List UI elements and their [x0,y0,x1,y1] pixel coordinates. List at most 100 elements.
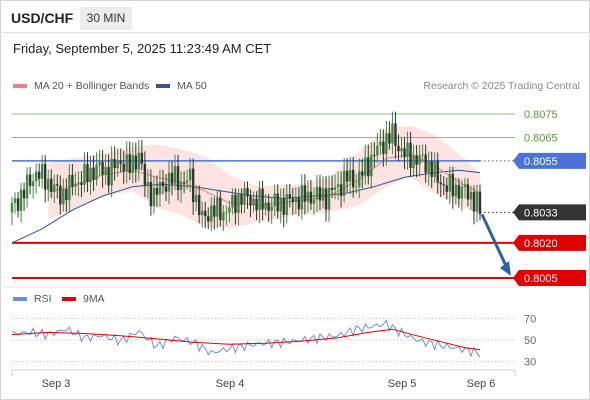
candle-body [478,191,482,214]
x-tick-sep-5: Sep 5 [388,378,417,390]
candle-body [279,198,282,212]
candle-body [291,198,294,203]
legend-ma20: MA 20 + Bollinger Bands [13,80,149,92]
candle-body [382,141,385,154]
candle-body [50,178,53,193]
candle-body [53,184,56,193]
candle-body [252,198,255,206]
candle-body [427,161,430,173]
candle-body [77,182,80,184]
timestamp: Friday, September 5, 2025 11:23:49 AM CE… [13,41,272,56]
candle-body [128,154,131,174]
candle-body [448,174,452,192]
legend-rsi-ma: 9MA [62,293,105,305]
candle-body [137,152,141,170]
candle-body [158,181,162,195]
price-tag-bg [513,269,586,286]
candle-body [388,133,391,144]
candle-body [255,198,258,211]
candle-body [472,191,476,212]
timeframe-button[interactable]: 30 MIN [80,7,132,30]
price-tag-text: 0.8020 [524,238,558,250]
candle-body [351,169,355,188]
ma20-swatch [13,84,27,88]
candle-body [10,203,14,213]
candle-body [321,188,325,201]
candle-body [418,155,421,165]
price-tag-0-8020: 0.8020 [513,234,586,251]
bollinger-band [48,125,480,229]
price-tag-text: 0.8033 [524,207,558,219]
candle-body [460,186,464,199]
candle-body [445,185,448,192]
candle-body [44,164,47,190]
legend-rsi: RSI [13,293,52,305]
candle-body [240,194,243,205]
candle-body [225,212,228,214]
candle-body [309,191,313,204]
candle-body [424,154,427,173]
candle-body [403,148,406,158]
candle-body [282,198,285,215]
candle-body [16,198,20,211]
ma50-label: MA 50 [177,80,207,92]
candle-body [146,181,150,186]
candle-body [285,194,288,215]
candle-body [339,184,343,196]
legend-ma50: MA 50 [156,80,207,92]
candle-body [179,182,183,191]
candle-body [454,184,458,197]
candle-body [469,191,473,200]
candle-body [204,210,207,217]
candle-body [433,161,436,177]
x-tick-sep-4: Sep 4 [216,378,245,390]
candle-body [83,164,86,186]
candle-body [56,184,59,186]
candle-body [86,164,89,183]
candle-body [421,154,424,156]
candles [10,111,482,232]
candle-body [267,202,270,211]
candle-body [430,161,433,177]
candle-body [80,182,83,186]
candle-body [348,169,352,182]
candle-body [400,148,403,152]
candle-body [34,171,38,182]
rsi-line [11,319,481,358]
candle-body [210,205,213,222]
price-label-0-8075: 0.8075 [524,109,558,121]
candle-body [394,123,397,146]
candle-body [297,197,301,210]
candle-body [207,216,210,222]
candle-body [451,174,455,197]
candle-body [355,186,358,188]
candle-body [312,199,316,204]
candle-body [140,152,144,165]
candle-body [89,167,92,183]
candle-body [119,161,122,164]
ma50-swatch [156,84,170,88]
candle-body [182,182,186,184]
candle-body [170,172,174,184]
candle-body [367,157,370,177]
price-tag-0-8005: 0.8005 [513,269,586,286]
candle-body [276,193,279,212]
price-tag-0-8055: 0.8055 [513,152,586,169]
candle-body [385,133,388,154]
candle-body [22,189,26,199]
candle-body [324,188,328,210]
candle-body [294,197,298,203]
candle-body [149,181,153,207]
candle-body [376,145,379,156]
candle-body [288,194,291,199]
header-divider [0,32,590,33]
credit-text: Research © 2025 Trading Central [423,80,580,92]
candle-body [125,154,128,172]
rsi-label: RSI [34,293,52,305]
candle-body [336,184,340,188]
ma20-label: MA 20 + Bollinger Bands [34,80,150,92]
price-tag-bg [513,204,586,221]
candle-body [31,181,35,187]
rsi-swatch [13,297,27,301]
